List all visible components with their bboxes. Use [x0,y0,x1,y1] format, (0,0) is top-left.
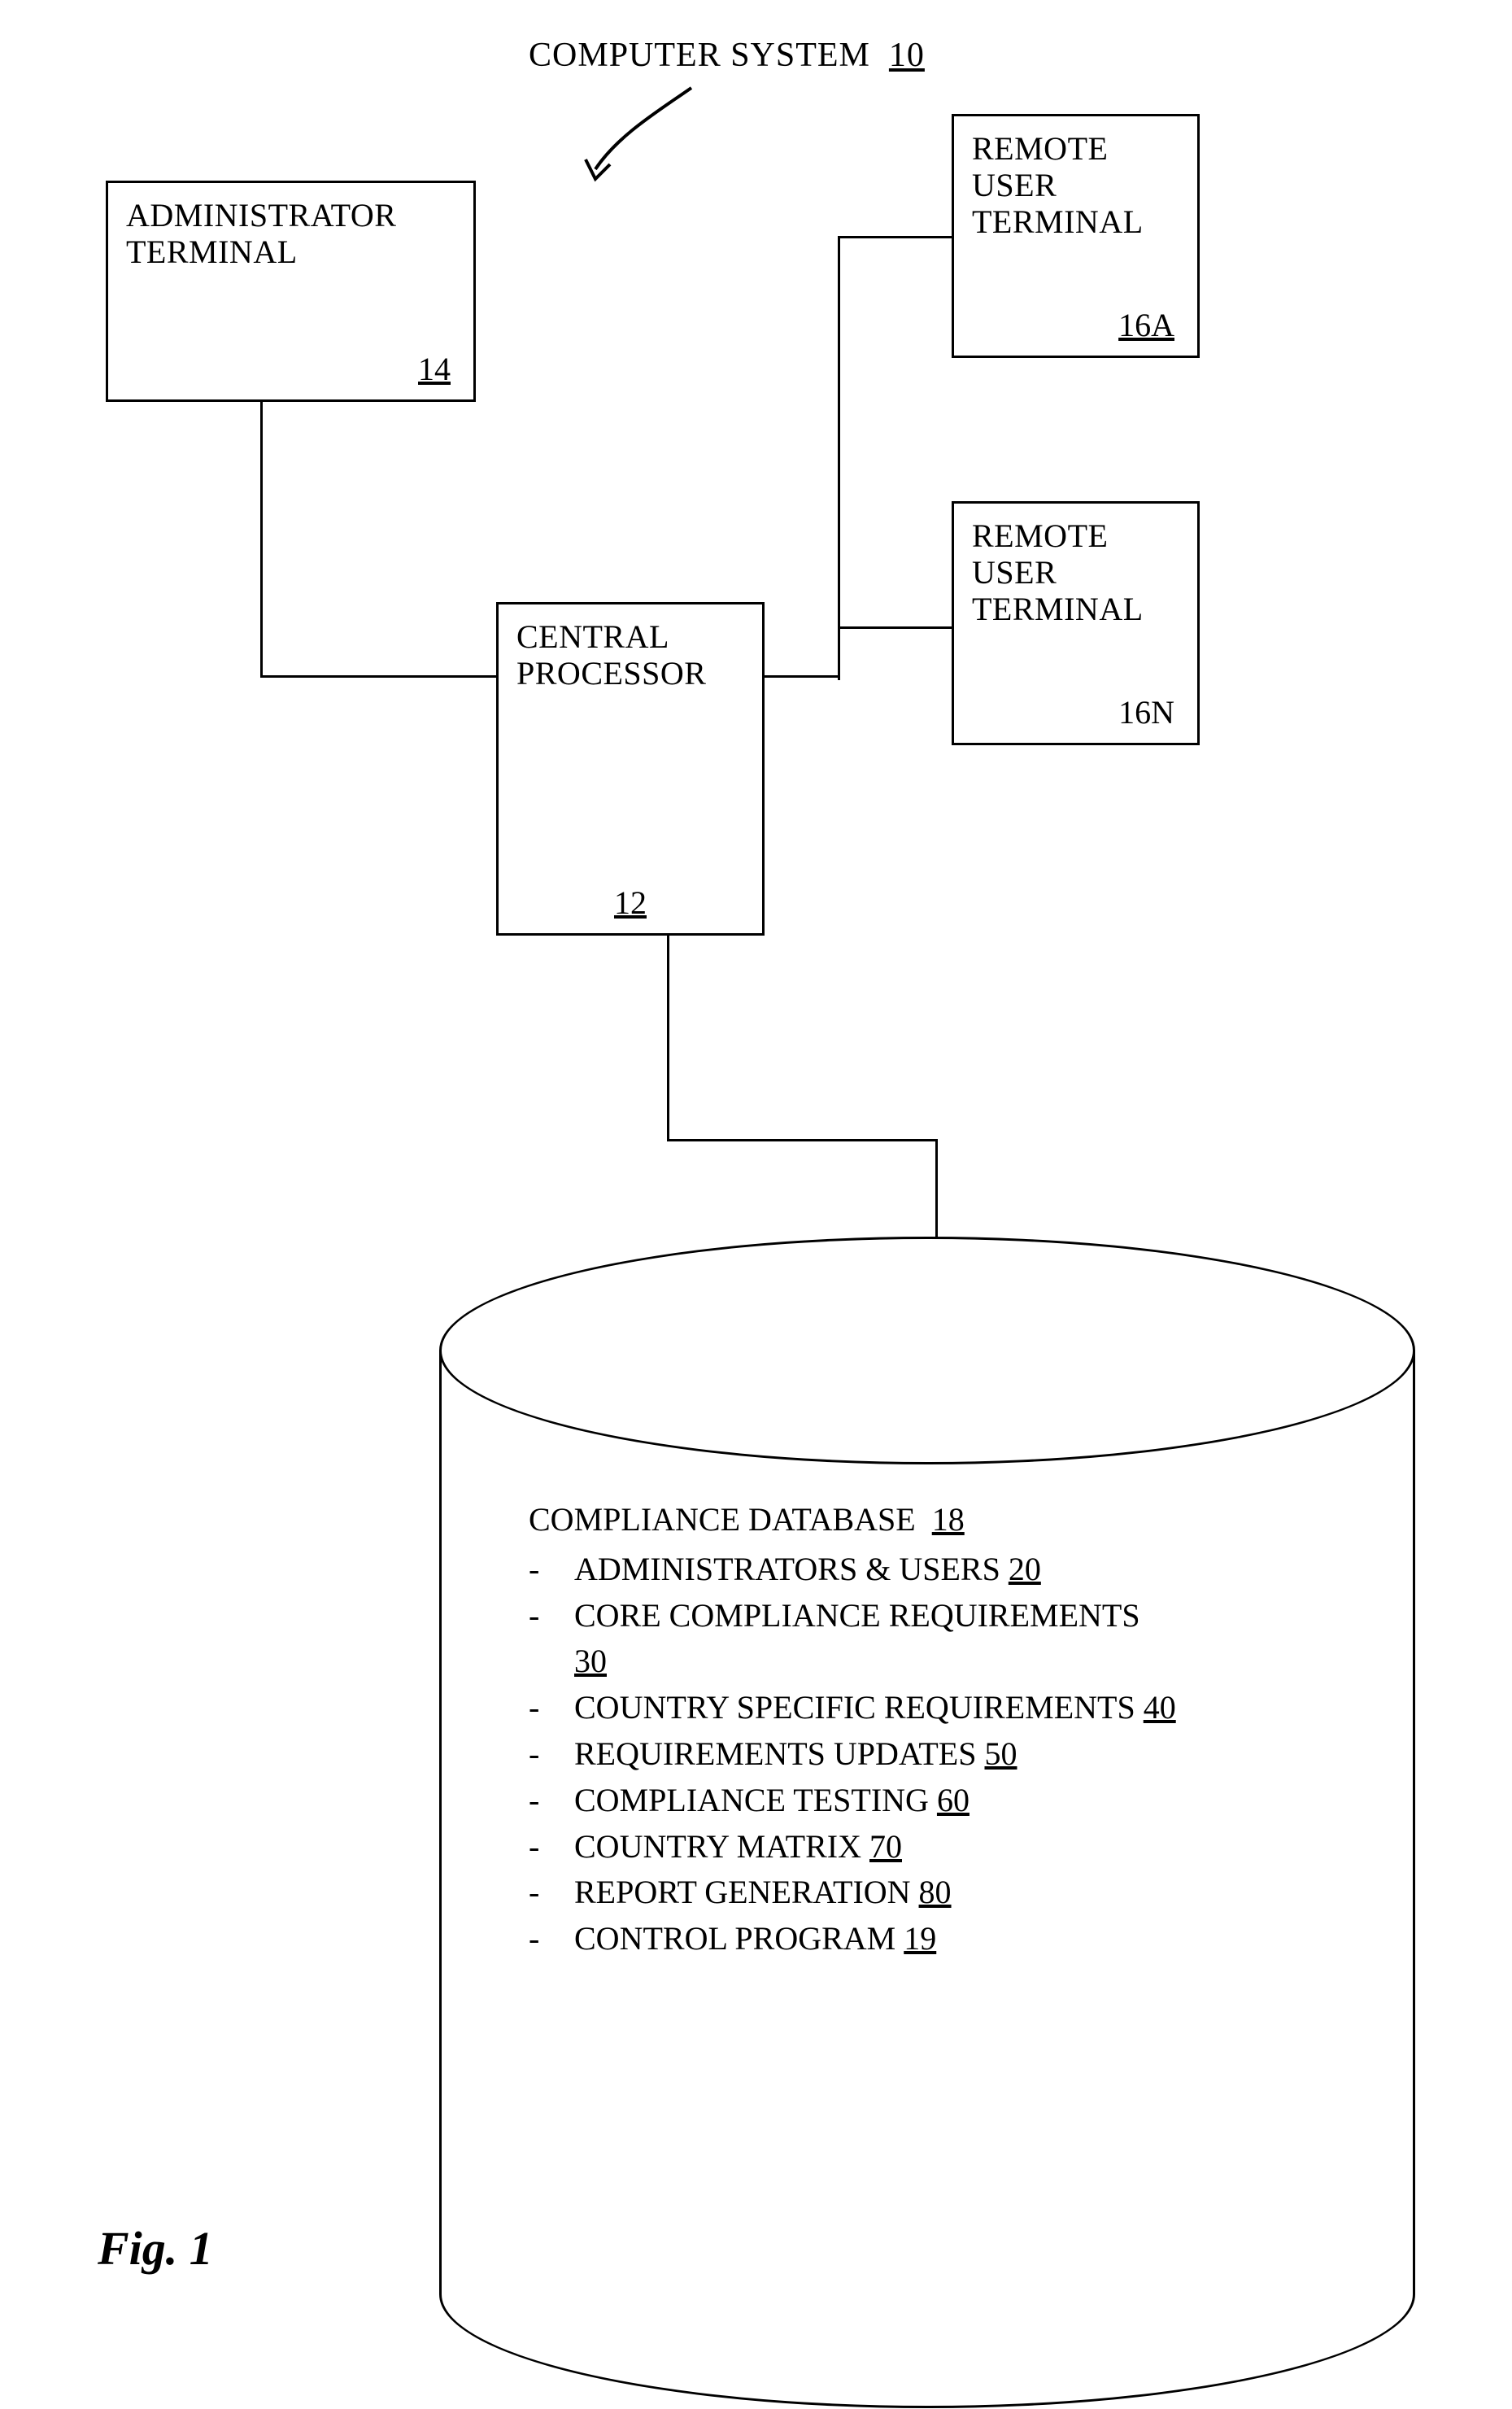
bullet-dash-icon: - [529,1547,539,1593]
label-line: USER [972,167,1057,203]
connector-line [838,626,954,629]
box-label: CENTRAL PROCESSOR [516,619,744,692]
connector-line [765,675,840,678]
db-list-item: -CONTROL PROGRAM 19 [529,1916,1375,1962]
title-ref: 10 [889,37,925,74]
db-item-text: CORE COMPLIANCE REQUIREMENTS [574,1597,1140,1634]
db-header-ref: 18 [932,1501,965,1538]
db-text-block: COMPLIANCE DATABASE 18 -ADMINISTRATORS &… [529,1497,1375,1962]
label-line: TERMINAL [972,591,1144,627]
db-item-ref: 60 [937,1782,970,1818]
remote-user-terminal-a-box: REMOTE USER TERMINAL 16A [952,114,1200,358]
db-top-ellipse [439,1237,1415,1464]
db-list-item: -REQUIREMENTS UPDATES 50 [529,1731,1375,1778]
administrator-terminal-box: ADMINISTRATOR TERMINAL 14 [106,181,476,402]
bullet-dash-icon: - [529,1685,539,1731]
bullet-dash-icon: - [529,1824,539,1870]
db-item-ref: 40 [1144,1689,1176,1726]
connector-line [838,236,954,238]
db-list-item: -COUNTRY SPECIFIC REQUIREMENTS 40 [529,1685,1375,1731]
box-ref: 16A [1118,306,1174,344]
db-item-text: REPORT GENERATION [574,1874,911,1910]
db-item-ref: 80 [919,1874,952,1910]
bullet-dash-icon: - [529,1593,539,1639]
label-line: USER [972,554,1057,591]
db-list-item: -CORE COMPLIANCE REQUIREMENTS 30 [529,1593,1375,1686]
db-item-text: REQUIREMENTS UPDATES [574,1735,976,1772]
box-label: ADMINISTRATOR TERMINAL [126,198,455,271]
db-item-text: COUNTRY SPECIFIC REQUIREMENTS [574,1689,1135,1726]
box-label: REMOTE USER TERMINAL [972,131,1179,240]
db-list-item: -COUNTRY MATRIX 70 [529,1824,1375,1870]
connector-line [838,236,840,680]
db-item-ref: 70 [869,1828,902,1865]
diagram-canvas: COMPUTER SYSTEM 10 ADMINISTRATOR TERMINA… [0,0,1512,2409]
db-item-ref: 50 [984,1735,1017,1772]
central-processor-box: CENTRAL PROCESSOR 12 [496,602,765,936]
diagram-title: COMPUTER SYSTEM 10 [529,36,925,75]
box-ref: 14 [418,350,451,388]
label-line: TERMINAL [972,203,1144,240]
db-item-ref: 30 [574,1643,607,1679]
bullet-dash-icon: - [529,1916,539,1962]
label-line: REMOTE [972,130,1108,167]
db-item-ref: 19 [904,1920,936,1957]
db-list-item: -COMPLIANCE TESTING 60 [529,1778,1375,1824]
db-item-list: -ADMINISTRATORS & USERS 20-CORE COMPLIAN… [529,1547,1375,1962]
bullet-dash-icon: - [529,1731,539,1778]
remote-user-terminal-n-box: REMOTE USER TERMINAL 16N [952,501,1200,745]
bullet-dash-icon: - [529,1778,539,1824]
db-item-text: ADMINISTRATORS & USERS [574,1551,1000,1587]
db-list-item: -REPORT GENERATION 80 [529,1870,1375,1916]
label-line: PROCESSOR [516,655,706,692]
box-ref: 12 [614,884,647,922]
db-item-text: COUNTRY MATRIX [574,1828,861,1865]
connector-line [260,675,499,678]
label-line: REMOTE [972,517,1108,554]
box-label: REMOTE USER TERMINAL [972,518,1179,627]
bullet-dash-icon: - [529,1870,539,1916]
connector-line [667,1139,938,1141]
box-ref: 16N [1118,693,1174,731]
db-item-ref: 20 [1009,1551,1041,1587]
db-list-item: -ADMINISTRATORS & USERS 20 [529,1547,1375,1593]
title-text: COMPUTER SYSTEM [529,37,870,74]
label-line: CENTRAL [516,618,669,655]
label-line: TERMINAL [126,233,298,270]
connector-line [667,936,669,1141]
db-header-text: COMPLIANCE DATABASE [529,1501,916,1538]
connector-line [260,402,263,678]
db-header: COMPLIANCE DATABASE 18 [529,1497,1375,1543]
compliance-database-cylinder: COMPLIANCE DATABASE 18 -ADMINISTRATORS &… [439,1237,1415,2408]
db-bottom-mask [442,2180,1413,2294]
db-item-text: COMPLIANCE TESTING [574,1782,929,1818]
db-item-text: CONTROL PROGRAM [574,1920,895,1957]
figure-label: Fig. 1 [98,2221,213,2276]
label-line: ADMINISTRATOR [126,197,396,233]
pointer-arrow-icon [569,78,716,192]
